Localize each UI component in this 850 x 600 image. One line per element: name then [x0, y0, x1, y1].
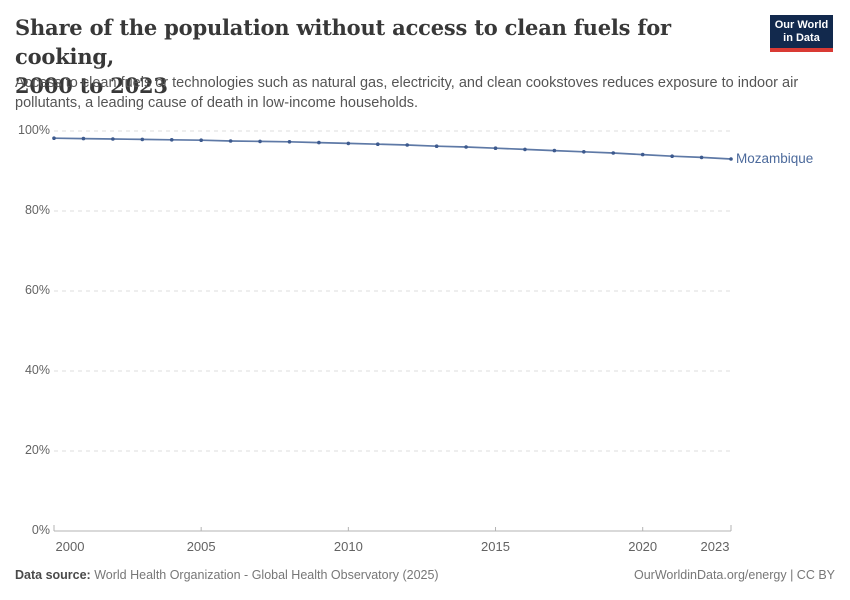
- data-point-2023: [729, 157, 733, 161]
- data-point-2021: [670, 154, 674, 158]
- y-axis-tick-label: 20%: [24, 443, 50, 457]
- footer-source-label: Data source:: [15, 568, 91, 582]
- data-point-2020: [640, 152, 645, 157]
- data-point-2009: [317, 140, 321, 145]
- data-point-2003: [140, 137, 145, 142]
- data-point-2002: [111, 137, 115, 141]
- chart-title-line-2: 2000 to 2023: [15, 73, 168, 98]
- data-point-2016: [523, 147, 527, 152]
- footer-source-text: World Health Organization - Global Healt…: [94, 568, 439, 582]
- data-point-2014: [464, 145, 468, 149]
- y-axis-tick-label: 0%: [31, 523, 50, 537]
- footer-attribution: OurWorldinData.org/energy | CC BY: [633, 568, 835, 582]
- data-point-2004: [169, 138, 174, 142]
- x-axis-tick-label: 2005: [186, 539, 216, 554]
- chart-title: Share of the population without access t…: [15, 13, 755, 100]
- owid-logo[interactable]: Our World in Data: [770, 15, 833, 52]
- x-axis-tick-label: 2015: [481, 539, 510, 554]
- y-axis-tick-label: 80%: [24, 203, 50, 217]
- data-point-2013: [434, 144, 439, 148]
- y-axis-tick-label: 100%: [18, 123, 50, 137]
- data-point-2011: [375, 142, 380, 146]
- data-point-2007: [258, 139, 262, 144]
- series-line-mozambique: [53, 137, 732, 160]
- data-point-2010: [346, 141, 351, 146]
- data-point-2006: [228, 139, 233, 143]
- data-point-2018: [582, 150, 586, 154]
- data-point-2019: [611, 151, 616, 155]
- owid-logo-line-2: in Data: [783, 32, 820, 44]
- data-point-2001: [81, 136, 86, 141]
- data-point-2015: [493, 146, 498, 150]
- x-axis-tick-label: 2020: [628, 539, 658, 554]
- x-axis-tick-label: 2000: [55, 539, 85, 554]
- data-point-2000: [52, 136, 56, 140]
- chart-title-line-1: Share of the population without access t…: [15, 15, 671, 69]
- y-axis-tick-label: 60%: [24, 283, 50, 297]
- owid-logo-line-1: Our World: [774, 19, 829, 31]
- footer-data-source: Data source: World Health Organization -…: [15, 568, 439, 582]
- data-point-2008: [287, 140, 292, 144]
- series-entity-label: Mozambique: [736, 151, 814, 166]
- x-axis-tick-label: 2023: [700, 539, 730, 554]
- data-point-2017: [552, 148, 557, 153]
- data-point-2005: [199, 138, 203, 142]
- y-axis-tick-label: 40%: [24, 363, 50, 377]
- chart-subtitle: Access to clean fuels or technologies su…: [15, 75, 799, 111]
- data-point-2022: [699, 155, 704, 160]
- x-axis-tick-label: 2010: [333, 539, 363, 554]
- data-point-2012: [405, 143, 410, 147]
- chart-footer: Data source: World Health Organization -…: [15, 568, 835, 582]
